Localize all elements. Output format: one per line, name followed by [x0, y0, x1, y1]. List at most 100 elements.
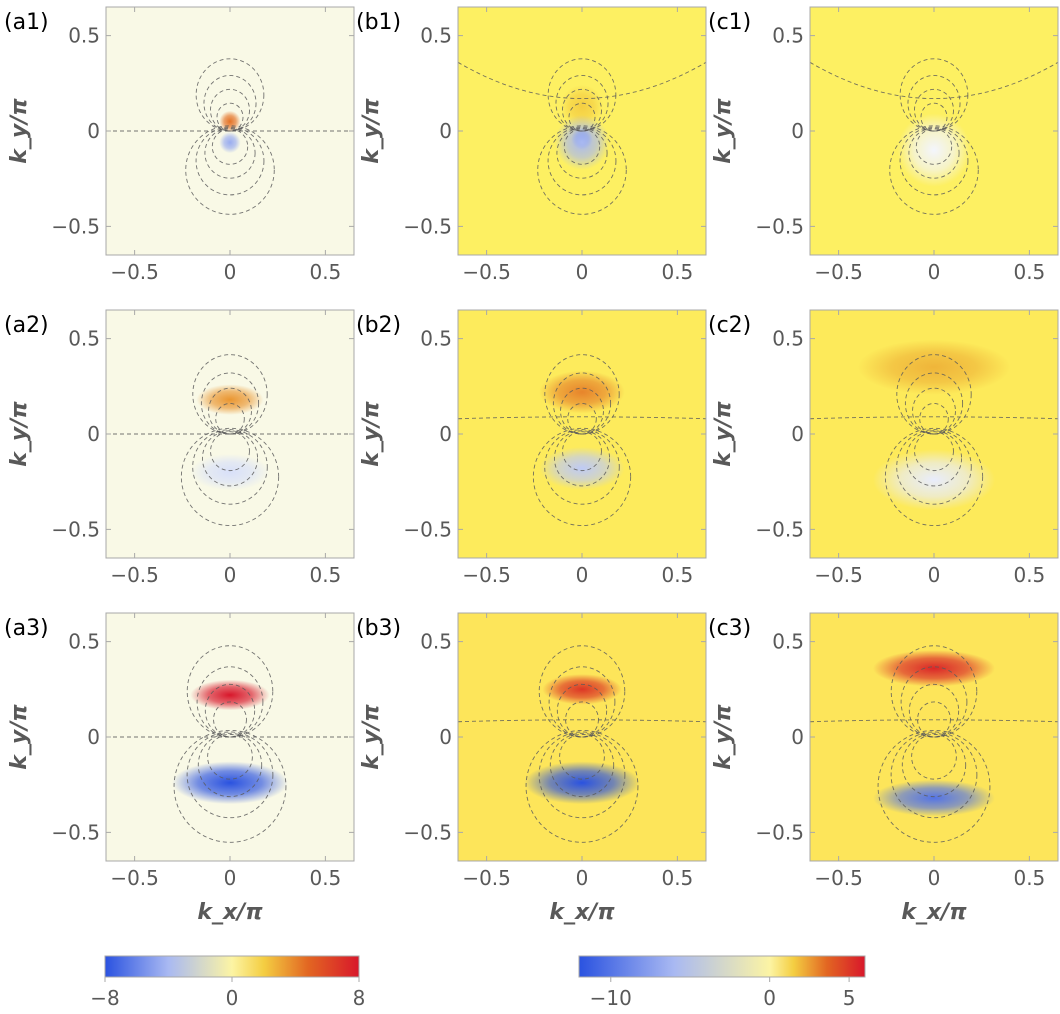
y-tick-label: −0.5	[403, 517, 452, 541]
contour-line	[200, 372, 260, 435]
y-tick-label: 0	[87, 725, 100, 749]
contour-line	[186, 645, 274, 738]
x-tick-label: 0	[576, 260, 589, 284]
x-tick-label: 0	[224, 563, 237, 587]
contour-line	[215, 403, 245, 435]
y-tick-label: 0.5	[420, 327, 452, 351]
y-tick-label: −0.5	[51, 214, 100, 238]
x-tick-label: −0.5	[462, 260, 511, 284]
panel-plot-area	[106, 354, 354, 527]
contour-line	[914, 431, 954, 472]
panel-label: (c2)	[708, 313, 751, 338]
x-tick-label: −0.5	[110, 563, 159, 587]
y-tick-label: 0	[439, 725, 452, 749]
x-tick-label: 0	[576, 563, 589, 587]
panel-plot-area	[810, 339, 1058, 527]
heat-blob	[190, 679, 270, 711]
panel-label: (b2)	[356, 313, 401, 338]
zero-contour	[810, 416, 1058, 420]
contour-line	[560, 387, 604, 435]
contour-line	[180, 427, 280, 527]
contour-line	[207, 733, 253, 780]
colorbars-layer: −8 0 8 −10 0 5	[90, 955, 866, 1010]
contour-line	[919, 403, 949, 435]
heat-blob	[190, 453, 270, 491]
heat-blob	[872, 449, 996, 511]
x-tick-label: 0	[928, 260, 941, 284]
heat-blob	[219, 131, 241, 154]
heat-blob	[872, 779, 996, 817]
colorbar-tick-label: 0	[763, 986, 776, 1010]
contour-line	[547, 58, 617, 132]
contour-line	[905, 430, 963, 487]
contour-line	[915, 128, 953, 165]
contour-line	[186, 731, 274, 819]
panel-b3: −0.5 −0.5 0 0 0.5 0.5 (b3)	[356, 612, 707, 890]
contour-line	[201, 430, 259, 487]
contour-line	[208, 387, 252, 435]
colorbar-tick-label: 8	[353, 986, 366, 1010]
colorbar-tick-label: 5	[843, 986, 856, 1010]
contour-line	[890, 731, 978, 819]
contour-line	[213, 701, 247, 738]
contour-line	[195, 126, 265, 196]
contour-line	[548, 666, 616, 738]
contour-line	[204, 127, 256, 179]
colorbar-bc: −10 0 5	[578, 955, 866, 1010]
y-axis-label: k_y/π	[711, 704, 736, 770]
x-tick-label: 0	[224, 866, 237, 890]
panel-b2: −0.5 −0.5 0 0 0.5 0.5 (b2)	[356, 309, 707, 587]
y-tick-label: −0.5	[755, 517, 804, 541]
panel-plot-area	[810, 58, 1058, 215]
contour-line	[908, 127, 960, 179]
zero-contour	[810, 719, 1058, 723]
heat-blob	[542, 674, 622, 705]
contour-line	[555, 74, 609, 132]
heat-blob	[554, 114, 610, 170]
y-tick-label: 0	[439, 119, 452, 143]
axis-labels-layer: k_y/π k_y/π k_y/π k_y/π k_y/π k_y/π k_y/π k_x/π…	[7, 98, 967, 925]
contour-line	[896, 354, 972, 435]
y-tick-label: 0.5	[68, 327, 100, 351]
zero-contour	[458, 719, 706, 723]
x-tick-label: 0.5	[1013, 866, 1045, 890]
panel-background	[458, 613, 706, 861]
y-axis-label: k_y/π	[7, 98, 32, 164]
panel-label: (a1)	[4, 10, 49, 35]
panel-label: (a2)	[4, 313, 49, 338]
contour-line	[563, 128, 601, 165]
y-tick-label: 0	[791, 725, 804, 749]
x-axis-label: k_x/π	[549, 900, 615, 925]
colorbar-a: −8 0 8	[90, 955, 366, 1010]
y-axis-label: k_y/π	[711, 401, 736, 467]
contour-line	[899, 126, 969, 196]
contour-line	[907, 74, 961, 132]
contour-line	[203, 74, 257, 132]
contour-line	[532, 427, 632, 527]
contour-line	[192, 354, 268, 435]
x-tick-label: 0	[928, 866, 941, 890]
x-tick-label: 0.5	[309, 260, 341, 284]
x-tick-label: −0.5	[814, 866, 863, 890]
x-tick-label: 0.5	[661, 866, 693, 890]
y-tick-label: −0.5	[403, 214, 452, 238]
y-tick-label: 0.5	[420, 24, 452, 48]
contour-line	[173, 729, 287, 843]
heat-blob	[219, 110, 241, 133]
x-tick-label: 0.5	[1013, 260, 1045, 284]
contour-line	[197, 732, 263, 798]
y-axis-label: k_y/π	[359, 98, 384, 164]
x-tick-label: −0.5	[110, 260, 159, 284]
contour-line	[553, 430, 611, 487]
contour-line	[562, 431, 602, 472]
heat-blob	[857, 339, 1011, 395]
heat-blob	[524, 761, 640, 805]
heat-blob	[872, 650, 996, 687]
contour-line	[552, 372, 612, 435]
heat-blob	[560, 84, 604, 128]
y-tick-label: −0.5	[51, 820, 100, 844]
panel-a3: −0.5 −0.5 0 0 0.5 0.5 (a3)	[4, 612, 355, 890]
y-tick-label: 0.5	[772, 24, 804, 48]
contour-line	[192, 429, 268, 505]
